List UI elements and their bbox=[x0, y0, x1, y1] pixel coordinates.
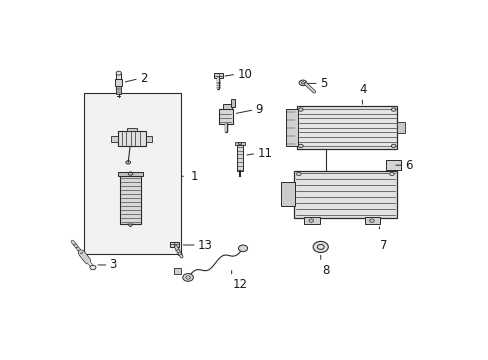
Bar bbox=[116, 73, 121, 79]
Text: 9: 9 bbox=[255, 103, 263, 116]
Bar bbox=[296, 106, 397, 149]
Circle shape bbox=[90, 265, 96, 270]
Bar bbox=[397, 122, 404, 133]
Bar bbox=[365, 217, 380, 224]
Circle shape bbox=[390, 144, 395, 148]
Circle shape bbox=[183, 274, 193, 281]
Text: 1: 1 bbox=[190, 170, 198, 183]
Bar bbox=[146, 136, 152, 141]
Circle shape bbox=[298, 108, 303, 111]
Bar bbox=[116, 86, 121, 94]
Polygon shape bbox=[127, 224, 133, 227]
Circle shape bbox=[390, 108, 395, 111]
Circle shape bbox=[238, 245, 247, 252]
Bar bbox=[213, 73, 223, 78]
Circle shape bbox=[308, 219, 313, 222]
Text: 10: 10 bbox=[237, 68, 252, 81]
Bar bbox=[115, 79, 122, 86]
Text: 5: 5 bbox=[319, 77, 326, 90]
Bar bbox=[118, 131, 146, 147]
Text: 12: 12 bbox=[232, 278, 247, 291]
Text: 13: 13 bbox=[198, 239, 212, 252]
Circle shape bbox=[116, 71, 121, 75]
Circle shape bbox=[296, 172, 301, 176]
Bar bbox=[280, 183, 295, 206]
Circle shape bbox=[369, 219, 373, 222]
Bar bbox=[118, 172, 143, 176]
Text: 6: 6 bbox=[405, 159, 412, 172]
Text: 11: 11 bbox=[257, 147, 272, 160]
Circle shape bbox=[298, 144, 303, 148]
Bar bbox=[385, 160, 400, 170]
Circle shape bbox=[389, 172, 393, 176]
Bar bbox=[294, 171, 396, 218]
Bar bbox=[304, 217, 319, 224]
Bar bbox=[235, 142, 244, 145]
Bar bbox=[219, 109, 232, 124]
Circle shape bbox=[299, 80, 306, 86]
Bar bbox=[127, 129, 136, 131]
Bar bbox=[223, 104, 232, 109]
Bar bbox=[120, 176, 141, 224]
Bar bbox=[236, 145, 243, 171]
Text: 3: 3 bbox=[109, 258, 117, 271]
Bar bbox=[84, 93, 180, 254]
Text: 7: 7 bbox=[380, 239, 387, 252]
Bar bbox=[111, 135, 118, 142]
Bar bbox=[173, 268, 181, 274]
Circle shape bbox=[312, 242, 327, 252]
Bar bbox=[230, 99, 235, 107]
Text: 4: 4 bbox=[359, 83, 366, 96]
Text: 2: 2 bbox=[140, 72, 147, 85]
Bar bbox=[285, 109, 297, 147]
Bar bbox=[169, 242, 178, 247]
Text: 8: 8 bbox=[322, 264, 329, 277]
